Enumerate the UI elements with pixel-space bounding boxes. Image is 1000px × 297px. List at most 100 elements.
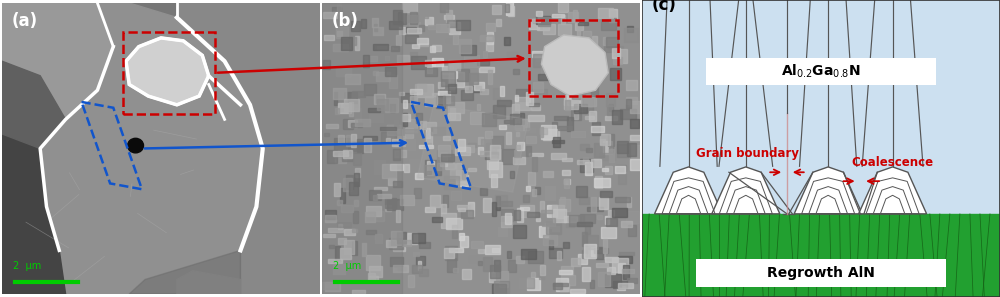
Text: (c): (c) bbox=[652, 0, 677, 14]
Bar bbox=[462, 269, 471, 279]
Bar bbox=[373, 27, 383, 35]
Bar bbox=[483, 51, 487, 57]
Bar bbox=[564, 216, 577, 222]
Bar bbox=[372, 18, 378, 27]
Bar bbox=[398, 267, 405, 270]
Bar bbox=[487, 31, 493, 45]
Bar bbox=[425, 207, 435, 212]
Bar bbox=[606, 93, 615, 106]
Bar bbox=[388, 178, 396, 184]
Bar bbox=[448, 60, 460, 70]
Bar bbox=[603, 239, 607, 253]
Bar bbox=[398, 12, 406, 23]
Bar bbox=[598, 250, 605, 258]
Bar bbox=[415, 84, 426, 91]
Bar bbox=[390, 104, 395, 112]
Bar bbox=[571, 131, 585, 138]
Bar bbox=[418, 261, 421, 270]
Bar bbox=[537, 17, 549, 30]
Bar bbox=[490, 151, 498, 164]
Bar bbox=[615, 166, 625, 173]
Bar bbox=[585, 222, 590, 234]
Bar bbox=[543, 171, 553, 177]
Bar bbox=[459, 233, 464, 239]
Bar bbox=[501, 201, 512, 206]
Bar bbox=[598, 272, 610, 286]
Bar bbox=[413, 252, 419, 256]
Bar bbox=[369, 114, 383, 122]
Bar bbox=[564, 179, 570, 184]
Bar bbox=[510, 113, 521, 124]
Bar bbox=[449, 248, 463, 252]
Bar bbox=[533, 82, 543, 91]
Bar bbox=[455, 147, 470, 155]
Bar bbox=[517, 208, 523, 222]
Bar bbox=[368, 108, 380, 112]
Bar bbox=[389, 20, 402, 29]
Bar bbox=[620, 109, 636, 119]
Bar bbox=[442, 66, 453, 74]
Bar bbox=[425, 96, 437, 106]
Bar bbox=[351, 21, 360, 31]
Bar bbox=[376, 72, 390, 80]
Bar bbox=[567, 50, 573, 56]
Polygon shape bbox=[712, 167, 780, 214]
Text: Regrowth AlN: Regrowth AlN bbox=[767, 266, 875, 280]
Bar bbox=[500, 86, 504, 96]
Bar bbox=[504, 119, 518, 123]
Bar bbox=[549, 248, 562, 258]
Bar bbox=[441, 213, 456, 228]
Bar bbox=[622, 268, 634, 273]
Bar bbox=[483, 198, 491, 212]
Bar bbox=[412, 44, 419, 48]
Bar bbox=[409, 22, 420, 31]
Bar bbox=[345, 74, 360, 84]
Bar bbox=[621, 221, 632, 227]
Bar bbox=[399, 27, 405, 34]
Bar bbox=[613, 57, 622, 64]
Text: (a): (a) bbox=[12, 12, 38, 30]
Bar bbox=[630, 119, 639, 128]
Bar bbox=[627, 26, 633, 31]
Bar bbox=[352, 290, 365, 294]
Bar bbox=[555, 71, 569, 83]
Bar bbox=[369, 276, 378, 281]
Bar bbox=[443, 96, 454, 105]
Text: 2  μm: 2 μm bbox=[13, 261, 41, 271]
Bar bbox=[482, 113, 496, 127]
Bar bbox=[490, 265, 500, 278]
Bar bbox=[440, 152, 447, 166]
Bar bbox=[591, 126, 604, 132]
Bar bbox=[502, 149, 514, 164]
Bar bbox=[618, 174, 626, 184]
Bar bbox=[376, 211, 384, 221]
Bar bbox=[397, 232, 406, 243]
Bar bbox=[486, 37, 493, 51]
Bar bbox=[337, 222, 351, 227]
Bar bbox=[410, 12, 417, 24]
Bar bbox=[553, 137, 560, 147]
Bar bbox=[605, 116, 617, 120]
Bar bbox=[579, 197, 589, 204]
Bar bbox=[349, 102, 353, 116]
Bar bbox=[501, 216, 512, 227]
Bar bbox=[600, 70, 603, 73]
Bar bbox=[559, 270, 572, 274]
Bar bbox=[334, 138, 350, 152]
Bar bbox=[539, 273, 544, 279]
Bar bbox=[365, 212, 375, 222]
Bar bbox=[376, 95, 384, 104]
Bar bbox=[526, 146, 531, 156]
Bar bbox=[448, 75, 455, 89]
Bar bbox=[387, 199, 403, 210]
Bar bbox=[447, 20, 456, 27]
Bar bbox=[412, 233, 425, 244]
Bar bbox=[612, 48, 620, 58]
Bar bbox=[585, 162, 592, 175]
Bar bbox=[627, 197, 631, 207]
Bar bbox=[366, 206, 381, 216]
Bar bbox=[485, 244, 500, 254]
Bar bbox=[609, 149, 614, 162]
Bar bbox=[377, 46, 393, 49]
Bar bbox=[526, 92, 533, 105]
